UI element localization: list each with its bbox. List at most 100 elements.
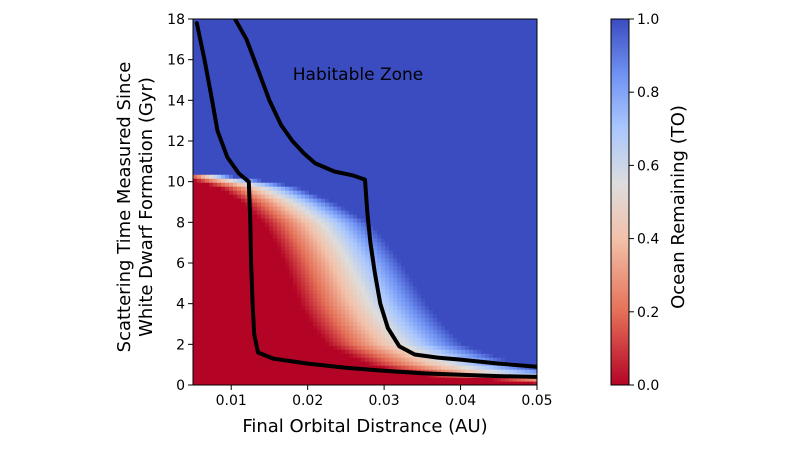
heatmap-cell xyxy=(225,194,230,199)
heatmap-cell xyxy=(217,317,222,322)
heatmap-cell xyxy=(389,281,394,287)
heatmap-cell xyxy=(257,277,262,283)
heatmap-cell xyxy=(329,321,334,326)
heatmap-cell xyxy=(397,245,402,251)
heatmap-cell xyxy=(269,237,274,243)
heatmap-cell xyxy=(277,217,282,223)
heatmap-cell xyxy=(341,162,346,167)
heatmap-cell xyxy=(201,365,206,370)
heatmap-cell xyxy=(333,229,338,235)
heatmap-cell xyxy=(309,377,314,382)
heatmap-cell xyxy=(509,297,514,303)
heatmap-cell xyxy=(353,217,358,223)
heatmap-cell xyxy=(361,245,366,251)
heatmap-cell xyxy=(241,349,246,354)
heatmap-cell xyxy=(397,194,402,199)
heatmap-cell xyxy=(501,194,506,199)
heatmap-cell xyxy=(405,317,410,322)
heatmap-cell xyxy=(493,182,498,187)
heatmap-cell xyxy=(225,257,230,263)
heatmap-cell xyxy=(293,162,298,167)
heatmap-cell xyxy=(425,198,430,203)
heatmap-cell xyxy=(309,241,314,247)
heatmap-cell xyxy=(497,341,502,346)
heatmap-cell xyxy=(437,321,442,326)
heatmap-cell xyxy=(317,293,322,299)
heatmap-cell xyxy=(233,221,238,227)
heatmap-cell xyxy=(249,349,254,354)
heatmap-cell xyxy=(293,190,298,195)
heatmap-cell xyxy=(281,277,286,283)
heatmap-cell xyxy=(237,245,242,251)
heatmap-cell xyxy=(457,301,462,307)
heatmap-cell xyxy=(505,293,510,299)
heatmap-cell xyxy=(497,353,502,358)
heatmap-cell xyxy=(213,293,218,299)
heatmap-cell xyxy=(457,361,462,366)
heatmap-cell xyxy=(393,217,398,223)
heatmap-cell xyxy=(505,377,510,382)
heatmap-cell xyxy=(321,301,326,307)
heatmap-cell xyxy=(509,253,514,259)
heatmap-cell xyxy=(341,253,346,259)
heatmap-cell xyxy=(293,245,298,251)
heatmap-cell xyxy=(433,213,438,219)
heatmap-cell xyxy=(213,178,218,183)
heatmap-cell xyxy=(193,213,198,219)
heatmap-cell xyxy=(297,305,302,311)
heatmap-cell xyxy=(193,297,198,303)
heatmap-cell xyxy=(265,369,270,374)
heatmap-cell xyxy=(401,357,406,362)
heatmap-cell xyxy=(525,309,530,314)
heatmap-cell xyxy=(445,333,450,338)
heatmap-cell xyxy=(481,289,486,295)
heatmap-cell xyxy=(353,229,358,235)
heatmap-cell xyxy=(337,333,342,338)
heatmap-cell xyxy=(521,217,526,223)
heatmap-cell xyxy=(433,198,438,203)
heatmap-cell xyxy=(357,166,362,171)
heatmap-cell xyxy=(217,381,222,385)
heatmap-cell xyxy=(193,225,198,231)
heatmap-cell xyxy=(337,154,342,159)
heatmap-cell xyxy=(437,253,442,259)
heatmap-cell xyxy=(437,353,442,358)
heatmap-cell xyxy=(313,293,318,299)
heatmap-cell xyxy=(337,317,342,322)
heatmap-cell xyxy=(521,381,526,385)
heatmap-cell xyxy=(377,154,382,159)
heatmap-cell xyxy=(217,150,222,155)
heatmap-cell xyxy=(253,361,258,366)
heatmap-cell xyxy=(445,241,450,247)
heatmap-cell xyxy=(265,182,270,187)
heatmap-cell xyxy=(501,225,506,231)
heatmap-cell xyxy=(497,345,502,350)
heatmap-cell xyxy=(329,305,334,311)
heatmap-cell xyxy=(353,186,358,191)
heatmap-cell xyxy=(417,233,422,239)
heatmap-cell xyxy=(477,237,482,243)
heatmap-cell xyxy=(449,170,454,175)
heatmap-cell xyxy=(341,377,346,382)
heatmap-cell xyxy=(305,317,310,322)
heatmap-cell xyxy=(489,305,494,311)
heatmap-cell xyxy=(285,281,290,287)
heatmap-cell xyxy=(481,325,486,330)
heatmap-cell xyxy=(305,357,310,362)
heatmap-cell xyxy=(309,198,314,203)
heatmap-cell xyxy=(249,369,254,374)
heatmap-cell xyxy=(373,337,378,342)
heatmap-cell xyxy=(245,305,250,311)
heatmap-cell xyxy=(409,337,414,342)
heatmap-cell xyxy=(397,301,402,307)
heatmap-cell xyxy=(429,321,434,326)
heatmap-cell xyxy=(221,293,226,299)
heatmap-cell xyxy=(441,198,446,203)
heatmap-cell xyxy=(317,213,322,219)
heatmap-cell xyxy=(357,265,362,271)
heatmap-cell xyxy=(397,353,402,358)
heatmap-cell xyxy=(197,237,202,243)
heatmap-cell xyxy=(213,273,218,279)
heatmap-cell xyxy=(521,257,526,263)
heatmap-cell xyxy=(529,162,534,167)
